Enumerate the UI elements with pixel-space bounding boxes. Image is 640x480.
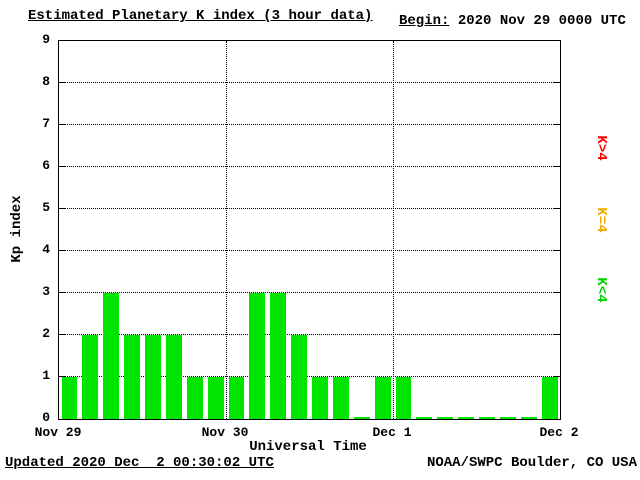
kp-bar xyxy=(520,417,537,419)
gridline-x-dec-1 xyxy=(393,41,394,419)
begin-timestamp: Begin: 2020 Nov 29 0000 UTC xyxy=(399,13,626,29)
y-tick-label: 8 xyxy=(42,74,50,89)
y-tick-label: 1 xyxy=(42,368,50,383)
x-tick-label: Nov 30 xyxy=(201,425,249,440)
kp-bar xyxy=(374,377,391,419)
y-tick-label: 0 xyxy=(42,410,50,425)
axis-tick xyxy=(554,292,560,293)
kp-bar xyxy=(437,417,454,419)
kp-bar xyxy=(82,335,99,419)
y-tick-label: 6 xyxy=(42,158,50,173)
kp-bar xyxy=(499,417,516,419)
chart-title: Estimated Planetary K index (3 hour data… xyxy=(28,8,373,24)
kp-bar xyxy=(145,335,161,419)
gridline-y-4 xyxy=(59,250,560,251)
axis-tick xyxy=(554,376,560,377)
gridline-y-1 xyxy=(59,376,560,377)
kp-bar xyxy=(61,377,78,419)
y-tick-label: 2 xyxy=(42,326,50,341)
axis-tick xyxy=(554,166,560,167)
gridline-y-8 xyxy=(59,82,560,83)
y-tick-label: 3 xyxy=(42,284,50,299)
axis-tick xyxy=(59,292,65,293)
legend-equal4: K=4 xyxy=(593,207,609,233)
x-tick-label: Dec 1 xyxy=(372,425,412,440)
axis-tick xyxy=(554,334,560,335)
axis-tick xyxy=(554,124,560,125)
kp-bar xyxy=(228,377,245,419)
gridline-y-6 xyxy=(59,166,560,167)
kp-bar xyxy=(186,377,203,419)
kp-bar xyxy=(541,377,558,419)
kp-bar xyxy=(353,417,370,419)
plot-area xyxy=(58,40,561,420)
gridline-y-3 xyxy=(59,292,560,293)
kp-bar xyxy=(249,293,266,419)
begin-label: Begin: xyxy=(399,13,450,29)
kp-bar xyxy=(124,335,140,419)
source-attribution: NOAA/SWPC Boulder, CO USA xyxy=(426,455,637,471)
axis-tick xyxy=(59,82,65,83)
axis-tick xyxy=(59,166,65,167)
begin-value: 2020 Nov 29 0000 UTC xyxy=(449,13,626,29)
y-tick-label: 5 xyxy=(42,200,50,215)
kp-bar xyxy=(291,335,307,419)
kp-bar xyxy=(270,293,287,419)
axis-tick xyxy=(59,250,65,251)
x-tick-label: Nov 29 xyxy=(34,425,82,440)
gridline-y-7 xyxy=(59,124,560,125)
axis-tick xyxy=(554,250,560,251)
axis-tick xyxy=(59,376,65,377)
legend-above4: K>4 xyxy=(593,135,609,161)
kp-bar xyxy=(332,377,349,419)
kp-bar xyxy=(416,417,433,419)
y-tick-label: 4 xyxy=(42,242,50,257)
kp-bar xyxy=(312,377,328,419)
y-tick-label: 7 xyxy=(42,116,50,131)
legend-below4: K<4 xyxy=(593,277,609,303)
axis-tick xyxy=(59,208,65,209)
axis-tick xyxy=(59,124,65,125)
gridline-y-2 xyxy=(59,334,560,335)
gridline-y-5 xyxy=(59,208,560,209)
kp-bar xyxy=(395,377,412,419)
kp-bar xyxy=(458,417,474,419)
axis-tick xyxy=(554,208,560,209)
kp-bar xyxy=(165,335,182,419)
x-axis-label: Universal Time xyxy=(249,439,367,455)
x-tick-label: Dec 2 xyxy=(539,425,579,440)
kp-bar xyxy=(103,293,120,419)
kp-bar xyxy=(207,377,224,419)
gridline-x-nov-30 xyxy=(226,41,227,419)
updated-timestamp: Updated 2020 Dec 2 00:30:02 UTC xyxy=(5,455,274,471)
axis-tick xyxy=(554,82,560,83)
y-tick-label: 9 xyxy=(42,32,50,47)
kp-bar xyxy=(479,417,495,419)
axis-tick xyxy=(59,334,65,335)
